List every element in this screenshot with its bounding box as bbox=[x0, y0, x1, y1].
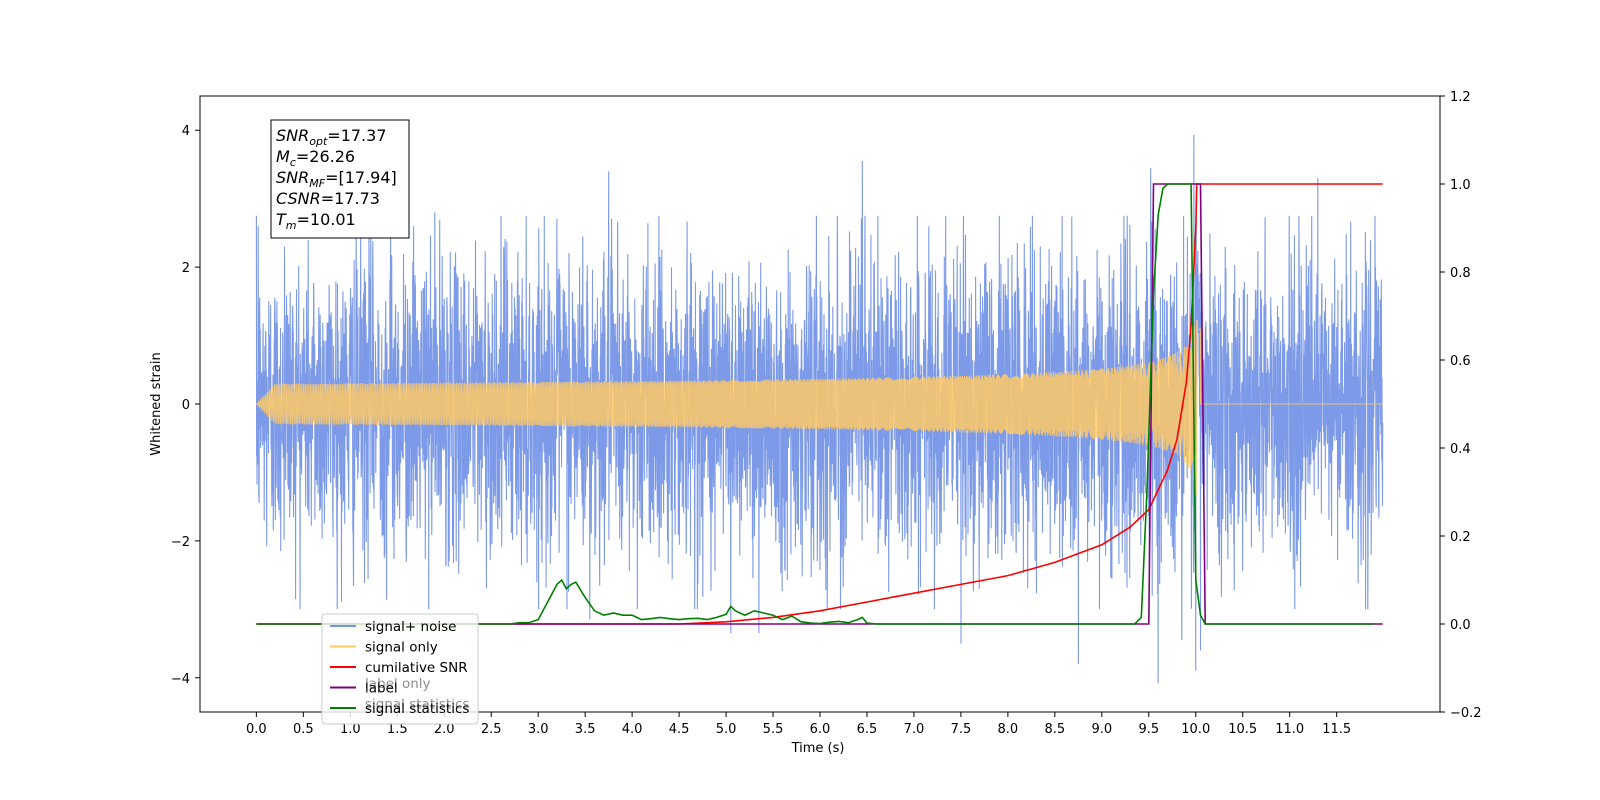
plot-series bbox=[255, 134, 1384, 684]
x-tick-label: 5.5 bbox=[763, 722, 784, 737]
x-tick-label: 11.0 bbox=[1275, 722, 1304, 737]
x-tick-label: 6.0 bbox=[810, 722, 831, 737]
x-tick-label: 9.0 bbox=[1091, 722, 1112, 737]
x-tick-label: 7.5 bbox=[951, 722, 972, 737]
x-tick-label: 1.5 bbox=[387, 722, 408, 737]
info-line-m-c: Mc=26.26 bbox=[276, 147, 355, 169]
y-right-tick-label: 0.6 bbox=[1450, 354, 1471, 369]
y-right-tick-label: 0.2 bbox=[1450, 530, 1471, 545]
x-tick-label: 11.5 bbox=[1322, 722, 1351, 737]
y-axis-title: Whitened strain bbox=[149, 352, 164, 455]
x-tick-label: 3.5 bbox=[575, 722, 596, 737]
x-tick-label: 7.0 bbox=[904, 722, 925, 737]
x-tick-label: 8.0 bbox=[998, 722, 1019, 737]
y-left-tick-label: −2 bbox=[171, 535, 190, 550]
legend-label-signal-statistics: signal statistics bbox=[365, 701, 469, 717]
y-right-tick-label: 1.0 bbox=[1450, 178, 1471, 193]
x-tick-label: 0.5 bbox=[293, 722, 314, 737]
y-right-tick-label: 1.2 bbox=[1450, 90, 1471, 105]
info-line-csnr: CSNR=17.73 bbox=[276, 189, 380, 208]
series-signal-statistics bbox=[256, 183, 1375, 625]
info-line-t-m: Tm=10.01 bbox=[276, 210, 356, 232]
legend-ghost-label: signal statistics bbox=[365, 697, 469, 713]
y-axis-left: −4 −2 0 2 4 bbox=[171, 124, 200, 687]
legend: label only signal statistics signal+ noise… bbox=[321, 613, 479, 725]
y-right-tick-label: 0.0 bbox=[1450, 618, 1471, 633]
x-tick-label: 4.5 bbox=[669, 722, 690, 737]
x-tick-label: 2.0 bbox=[434, 722, 455, 737]
legend-label-signal-noise: signal+ noise bbox=[365, 619, 456, 635]
x-tick-label: 10.0 bbox=[1181, 722, 1210, 737]
x-tick-label: 4.0 bbox=[622, 722, 643, 737]
x-tick-label: 5.0 bbox=[716, 722, 737, 737]
legend-frame bbox=[321, 613, 479, 725]
x-tick-label: 2.5 bbox=[481, 722, 502, 737]
x-tick-label: 3.0 bbox=[528, 722, 549, 737]
y-left-tick-label: −4 bbox=[171, 672, 190, 687]
x-tick-label: 1.0 bbox=[340, 722, 361, 737]
x-tick-label: 10.5 bbox=[1228, 722, 1257, 737]
info-line-snr-mf: SNRMF=[17.94] bbox=[276, 168, 397, 190]
info-line-snr-opt: SNRopt=17.37 bbox=[276, 126, 387, 148]
info-box: SNRopt=17.37Mc=26.26SNRMF=[17.94]CSNR=17… bbox=[270, 119, 410, 239]
x-tick-label: 8.5 bbox=[1045, 722, 1066, 737]
x-axis-title: Time (s) bbox=[791, 741, 845, 756]
legend-label-signal-only: signal only bbox=[365, 640, 438, 656]
y-right-tick-label: 0.8 bbox=[1450, 266, 1471, 281]
x-tick-label: 9.5 bbox=[1138, 722, 1159, 737]
series-cumilative-snr bbox=[256, 183, 1383, 625]
y-left-tick-label: 4 bbox=[182, 124, 190, 139]
y-axis-right: −0.2 0.0 0.2 0.4 0.6 0.8 1.0 1.2 bbox=[1440, 90, 1482, 721]
x-axis: 0.0 0.5 1.0 1.5 2.0 2.5 3.0 3.5 4.0 4.5 5.0 5.5 6.0 6… bbox=[246, 712, 1351, 737]
x-tick-label: 0.0 bbox=[246, 722, 267, 737]
y-right-tick-label: 0.4 bbox=[1450, 442, 1471, 457]
legend-label-label: label bbox=[365, 681, 398, 697]
info-box-frame bbox=[270, 119, 410, 239]
legend-ghost-label: label only bbox=[365, 676, 431, 692]
y-left-tick-label: 0 bbox=[182, 398, 190, 413]
x-tick-label: 6.5 bbox=[857, 722, 878, 737]
y-left-tick-label: 2 bbox=[182, 261, 190, 276]
y-right-tick-label: −0.2 bbox=[1450, 706, 1482, 721]
legend-label-cumilative-snr: cumilative SNR bbox=[365, 660, 468, 676]
